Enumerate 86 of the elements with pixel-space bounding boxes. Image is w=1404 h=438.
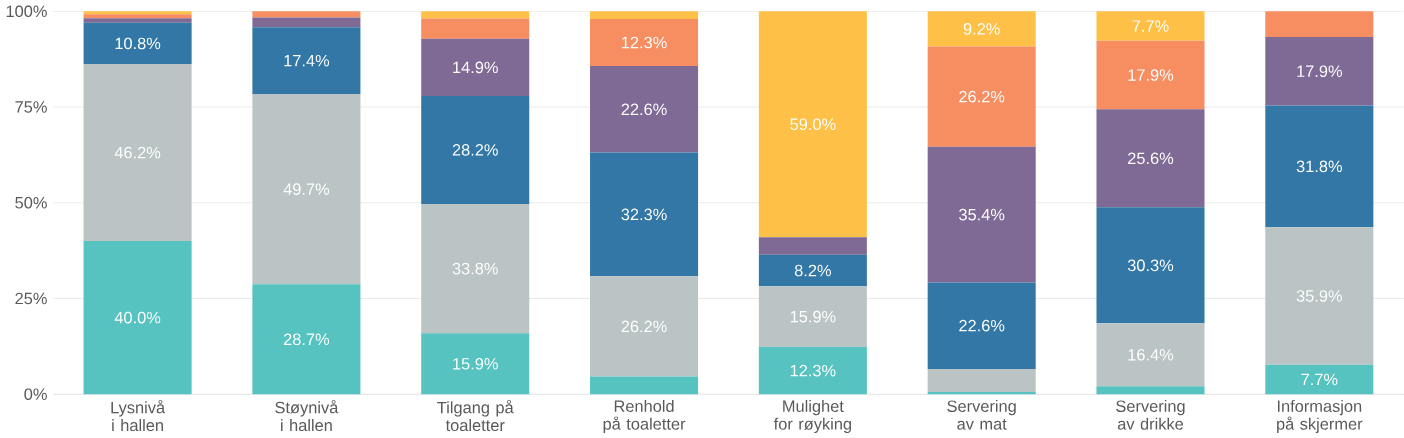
bar [252, 11, 361, 18]
bar [1096, 385, 1205, 394]
data-label: 17.9% [1128, 68, 1174, 81]
bar [1096, 11, 1205, 41]
x-tick-label: Informasjon på skjermer [1277, 399, 1363, 433]
x-tick-label: Renhold på toaletter [603, 399, 686, 433]
data-label: 33.8% [452, 262, 498, 275]
bar [927, 368, 1036, 392]
bar [252, 284, 361, 394]
bar [1096, 109, 1205, 208]
data-label: 25.6% [1128, 152, 1174, 164]
x-tick-label: Støynivå i hallen [275, 399, 339, 431]
data-label: 59.0% [790, 118, 836, 130]
bar [83, 63, 192, 241]
data-label: 15.9% [790, 310, 836, 323]
data-label: 22.6% [959, 319, 1005, 332]
bar [927, 282, 1036, 369]
data-label: 12.3% [622, 36, 667, 49]
bar [83, 240, 192, 394]
bar [1096, 207, 1205, 324]
bar [421, 95, 530, 204]
data-label: 9.2% [963, 22, 1000, 35]
bar [421, 18, 530, 39]
data-label: 17.9% [1297, 65, 1342, 77]
bar [758, 346, 867, 394]
bar [1265, 364, 1374, 394]
data-label: 35.9% [1296, 289, 1342, 302]
bar [927, 11, 1036, 47]
data-label: 40.0% [114, 311, 161, 324]
data-label: 22.6% [621, 103, 667, 115]
data-label: 26.2% [621, 320, 667, 332]
bar [590, 152, 699, 277]
bar [1265, 11, 1374, 37]
data-label: 15.9% [453, 357, 498, 370]
data-label: 14.9% [453, 61, 498, 73]
data-label: 31.8% [1296, 160, 1342, 172]
bar [758, 254, 867, 286]
bar [252, 27, 361, 94]
bar [1265, 105, 1374, 228]
x-tick-label: Servering av drikke [1116, 399, 1185, 430]
bar [590, 276, 699, 377]
bar [83, 17, 192, 23]
y-tick-label: 25% [15, 292, 47, 305]
data-label: 28.2% [452, 143, 498, 156]
bar [421, 38, 530, 96]
bar [927, 46, 1036, 147]
data-label: 46.2% [114, 146, 161, 159]
data-label: 7.7% [1301, 373, 1338, 385]
y-tick-label: 0% [24, 388, 47, 400]
y-tick-label: 100% [6, 5, 47, 17]
bar [758, 285, 867, 347]
bar [1096, 323, 1205, 386]
data-label: 28.7% [283, 333, 330, 345]
data-label: 8.2% [794, 264, 831, 277]
data-label: 10.8% [115, 37, 161, 49]
bar [1265, 36, 1374, 106]
x-tick-label: Mulighet for røyking [773, 399, 851, 433]
bar [927, 146, 1036, 283]
data-label: 32.3% [621, 208, 667, 220]
bar [83, 22, 192, 64]
bar [421, 11, 530, 19]
bar [590, 65, 699, 153]
data-label: 12.3% [790, 364, 836, 377]
bar [758, 236, 867, 255]
x-tick-label: Servering av mat [947, 399, 1016, 430]
bar [590, 11, 699, 19]
x-tick-label: Tilgang på toaletter [437, 399, 514, 431]
bar [1096, 40, 1205, 110]
bar [252, 17, 361, 28]
data-label: 49.7% [283, 183, 330, 195]
bar [590, 18, 699, 66]
bar [252, 93, 361, 285]
bar [758, 11, 867, 237]
bar [421, 333, 530, 394]
data-label: 7.7% [1132, 20, 1169, 32]
data-label: 16.4% [1128, 348, 1174, 361]
data-label: 35.4% [959, 208, 1005, 221]
data-label: 17.4% [284, 54, 330, 67]
bar [421, 203, 530, 334]
y-tick-label: 75% [15, 101, 47, 113]
data-label: 30.3% [1127, 259, 1174, 271]
bar [590, 376, 699, 394]
x-tick-label: Lysnivå i hallen [111, 399, 166, 431]
bar [1265, 227, 1374, 365]
data-label: 26.2% [959, 90, 1005, 103]
y-tick-label: 50% [15, 196, 47, 209]
